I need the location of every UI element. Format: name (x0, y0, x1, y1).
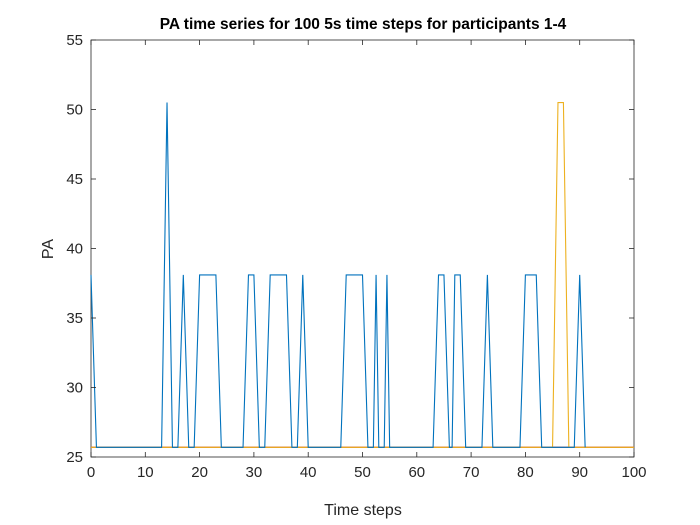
x-tick-label: 70 (463, 464, 480, 481)
y-tick-label: 35 (66, 310, 83, 327)
y-tick-label: 45 (66, 171, 83, 188)
x-tick-label: 40 (300, 464, 317, 481)
y-tick-label: 30 (66, 380, 83, 397)
series-line-1 (90, 102, 586, 448)
y-tick-label: 40 (66, 241, 83, 258)
x-tick-label: 30 (246, 464, 263, 481)
x-axis-title: Time steps (324, 502, 402, 519)
plot-area: 0 10 20 30 40 50 60 70 80 90 100 25 30 35 40 45 50 55 (66, 32, 646, 481)
y-tick-label: 25 (66, 449, 83, 466)
y-tick-label: 55 (66, 32, 83, 49)
x-tick-label: 80 (517, 464, 534, 481)
y-tick-label: 50 (66, 102, 83, 119)
x-tick-label: 50 (354, 464, 371, 481)
x-tick-label: 90 (571, 464, 588, 481)
x-tick-label: 100 (621, 464, 646, 481)
chart-title: PA time series for 100 5s time steps for… (160, 16, 567, 33)
x-tick-label: 60 (408, 464, 425, 481)
x-tick-label: 0 (87, 464, 95, 481)
x-tick-label: 20 (191, 464, 208, 481)
y-axis-title: PA (40, 239, 57, 259)
plot-frame (90, 39, 635, 458)
x-tick-label: 10 (137, 464, 154, 481)
